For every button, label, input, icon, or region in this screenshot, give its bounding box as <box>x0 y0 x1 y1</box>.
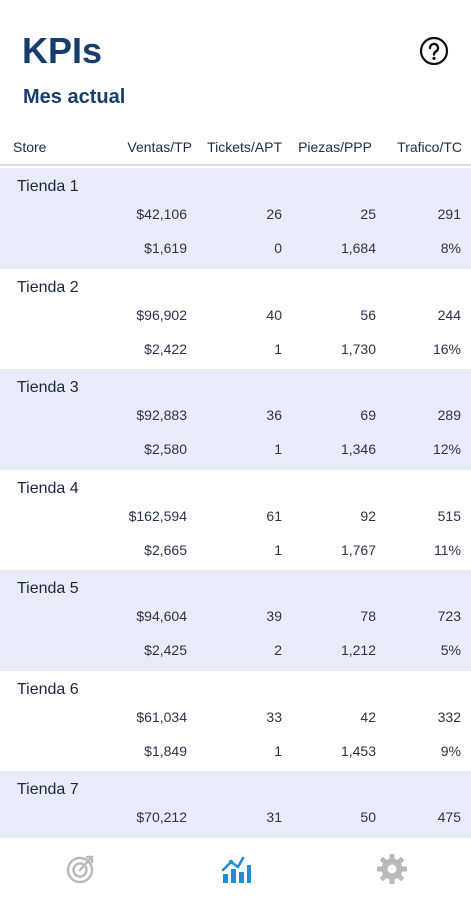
store-row[interactable]: Tienda 7 $70,212 31 50 475 <box>0 771 471 838</box>
tab-kpis[interactable] <box>219 852 253 886</box>
tp-value: $2,580 <box>144 441 187 457</box>
sales-value: $162,594 <box>128 507 187 524</box>
tab-settings[interactable] <box>375 852 409 886</box>
sales-value: $94,604 <box>136 608 187 624</box>
traffic-value: 244 <box>437 306 461 323</box>
tickets-value: 31 <box>266 809 282 825</box>
ppp-value: 1,767 <box>340 541 376 558</box>
apt-value: 0 <box>274 240 282 256</box>
sales-value: $92,883 <box>136 407 187 423</box>
traffic-value: 332 <box>437 708 461 725</box>
page-title: KPIs <box>22 30 103 71</box>
column-header-traffic: Trafico/TC <box>397 139 462 155</box>
sales-value: $96,902 <box>136 306 187 323</box>
store-name: Tienda 1 <box>17 178 79 195</box>
sales-value: $42,106 <box>136 206 187 222</box>
sales-value: $70,212 <box>136 809 187 825</box>
tp-value: $1,619 <box>144 240 187 256</box>
pieces-value: 50 <box>360 809 376 825</box>
store-row[interactable]: Tienda 6 $61,034 33 42 332 $1,849 1 1,45… <box>0 671 471 772</box>
tickets-value: 61 <box>266 507 282 524</box>
store-name: Tienda 6 <box>17 680 79 698</box>
tp-value: $1,849 <box>144 742 187 759</box>
ppp-value: 1,346 <box>340 441 376 457</box>
tickets-value: 36 <box>266 407 282 423</box>
apt-value: 1 <box>274 541 282 558</box>
tp-value: $2,665 <box>144 541 187 558</box>
tab-bar <box>0 838 471 900</box>
sales-value: $61,034 <box>136 708 187 725</box>
store-name: Tienda 2 <box>17 278 79 296</box>
tickets-value: 39 <box>266 608 282 624</box>
store-row[interactable]: Tienda 5 $94,604 39 78 723 $2,425 2 1,21… <box>0 570 471 671</box>
target-arrow-icon[interactable] <box>63 852 97 886</box>
header: KPIs Mes actual <box>0 0 471 130</box>
traffic-value: 291 <box>437 206 461 222</box>
pieces-value: 56 <box>360 306 376 323</box>
ppp-value: 1,212 <box>340 642 376 658</box>
tc-value: 11% <box>434 541 461 558</box>
store-name: Tienda 3 <box>17 379 79 396</box>
column-header-pieces: Piezas/PPP <box>298 139 372 155</box>
tp-value: $2,422 <box>144 340 187 357</box>
gear-icon[interactable] <box>375 852 409 886</box>
ppp-value: 1,730 <box>340 340 376 357</box>
pieces-value: 42 <box>360 708 376 725</box>
pieces-value: 25 <box>360 206 376 222</box>
tab-goals[interactable] <box>63 852 97 886</box>
tc-value: 12% <box>432 441 461 457</box>
store-row[interactable]: Tienda 2 $96,902 40 56 244 $2,422 1 1,73… <box>0 269 471 370</box>
apt-value: 1 <box>274 742 282 759</box>
apt-value: 2 <box>274 642 282 658</box>
tc-value: 8% <box>440 240 461 256</box>
traffic-value: 289 <box>437 407 461 423</box>
ppp-value: 1,453 <box>340 742 376 759</box>
tickets-value: 26 <box>266 206 282 222</box>
column-header-store: Store <box>13 139 47 155</box>
kpi-chart-icon[interactable] <box>219 852 253 886</box>
store-row[interactable]: Tienda 1 $42,106 26 25 291 $1,619 0 1,68… <box>0 168 471 269</box>
tc-value: 5% <box>440 642 461 658</box>
store-name: Tienda 7 <box>17 781 79 798</box>
tc-value: 9% <box>440 742 461 759</box>
ppp-value: 1,684 <box>340 240 376 256</box>
traffic-value: 723 <box>437 608 461 624</box>
tc-value: 16% <box>432 340 461 357</box>
apt-value: 1 <box>274 441 282 457</box>
store-list[interactable]: Tienda 1 $42,106 26 25 291 $1,619 0 1,68… <box>0 168 471 838</box>
pieces-value: 92 <box>360 507 376 524</box>
tickets-value: 40 <box>266 306 282 323</box>
column-header-tickets: Tickets/APT <box>207 139 282 155</box>
tickets-value: 33 <box>266 708 282 725</box>
column-header-sales: Ventas/TP <box>127 139 192 155</box>
pieces-value: 69 <box>360 407 376 423</box>
store-row[interactable]: Tienda 4 $162,594 61 92 515 $2,665 1 1,7… <box>0 470 471 571</box>
apt-value: 1 <box>274 340 282 357</box>
traffic-value: 475 <box>437 809 461 825</box>
store-name: Tienda 5 <box>17 580 79 597</box>
pieces-value: 78 <box>360 608 376 624</box>
store-row[interactable]: Tienda 3 $92,883 36 69 289 $2,580 1 1,34… <box>0 369 471 470</box>
store-name: Tienda 4 <box>17 479 79 497</box>
page-subtitle: Mes actual <box>23 86 126 108</box>
traffic-value: 515 <box>437 507 461 524</box>
help-icon[interactable] <box>419 36 449 66</box>
table-header: Store Ventas/TP Tickets/APT Piezas/PPP T… <box>0 130 471 166</box>
tp-value: $2,425 <box>144 642 187 658</box>
help-button[interactable] <box>419 36 449 66</box>
